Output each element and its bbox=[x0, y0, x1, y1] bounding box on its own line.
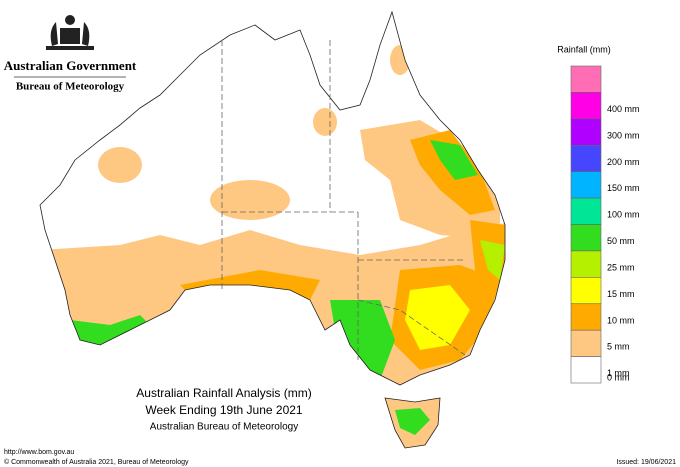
government-name: Australian Government bbox=[4, 58, 137, 73]
legend-swatch bbox=[570, 224, 602, 252]
caption-line: Week Ending 19th June 2021 bbox=[145, 403, 303, 417]
legend-label: 100 mm bbox=[607, 210, 640, 220]
legend-swatch bbox=[570, 197, 602, 225]
legend-label: 1 mm bbox=[607, 368, 630, 378]
legend-swatch bbox=[570, 356, 602, 384]
legend-label: 150 mm bbox=[607, 183, 640, 193]
legend-label: 0 mm bbox=[607, 372, 630, 382]
legend-label: 50 mm bbox=[607, 236, 635, 246]
legend-label: 200 mm bbox=[607, 157, 640, 167]
legend-label: 15 mm bbox=[607, 289, 635, 299]
caption-line: Australian Rainfall Analysis (mm) bbox=[136, 386, 311, 400]
legend-title: Rainfall (mm) bbox=[557, 44, 611, 54]
legend-swatch bbox=[570, 171, 602, 199]
agency-name: Bureau of Meteorology bbox=[16, 81, 125, 93]
legend-swatch bbox=[570, 144, 602, 172]
legend-swatch bbox=[570, 329, 602, 357]
legend-swatch bbox=[570, 277, 602, 305]
legend-swatch bbox=[570, 250, 602, 278]
coat-of-arms bbox=[46, 15, 94, 50]
mainland bbox=[39, 10, 506, 386]
legend-swatch bbox=[570, 92, 602, 120]
rain-area bbox=[395, 408, 430, 435]
legend-label: 400 mm bbox=[607, 104, 640, 114]
legend-swatch bbox=[570, 65, 602, 93]
legend-swatch bbox=[570, 118, 602, 146]
copyright: © Commonwealth of Australia 2021, Bureau… bbox=[4, 458, 189, 466]
caption-line: Australian Bureau of Meteorology bbox=[150, 422, 298, 433]
legend-label: 5 mm bbox=[607, 342, 630, 352]
legend-label: 10 mm bbox=[607, 315, 635, 325]
legend-swatch bbox=[570, 303, 602, 331]
issued-date: Issued: 19/06/2021 bbox=[616, 459, 676, 466]
legend-label: 25 mm bbox=[607, 262, 635, 272]
legend: 400 mm 300 mm 200 mm 150 mm 100 mm 50 mm 25 mm… bbox=[570, 65, 640, 384]
legend-label: 300 mm bbox=[607, 130, 640, 140]
url[interactable]: http://www.bom.gov.au bbox=[4, 449, 74, 456]
